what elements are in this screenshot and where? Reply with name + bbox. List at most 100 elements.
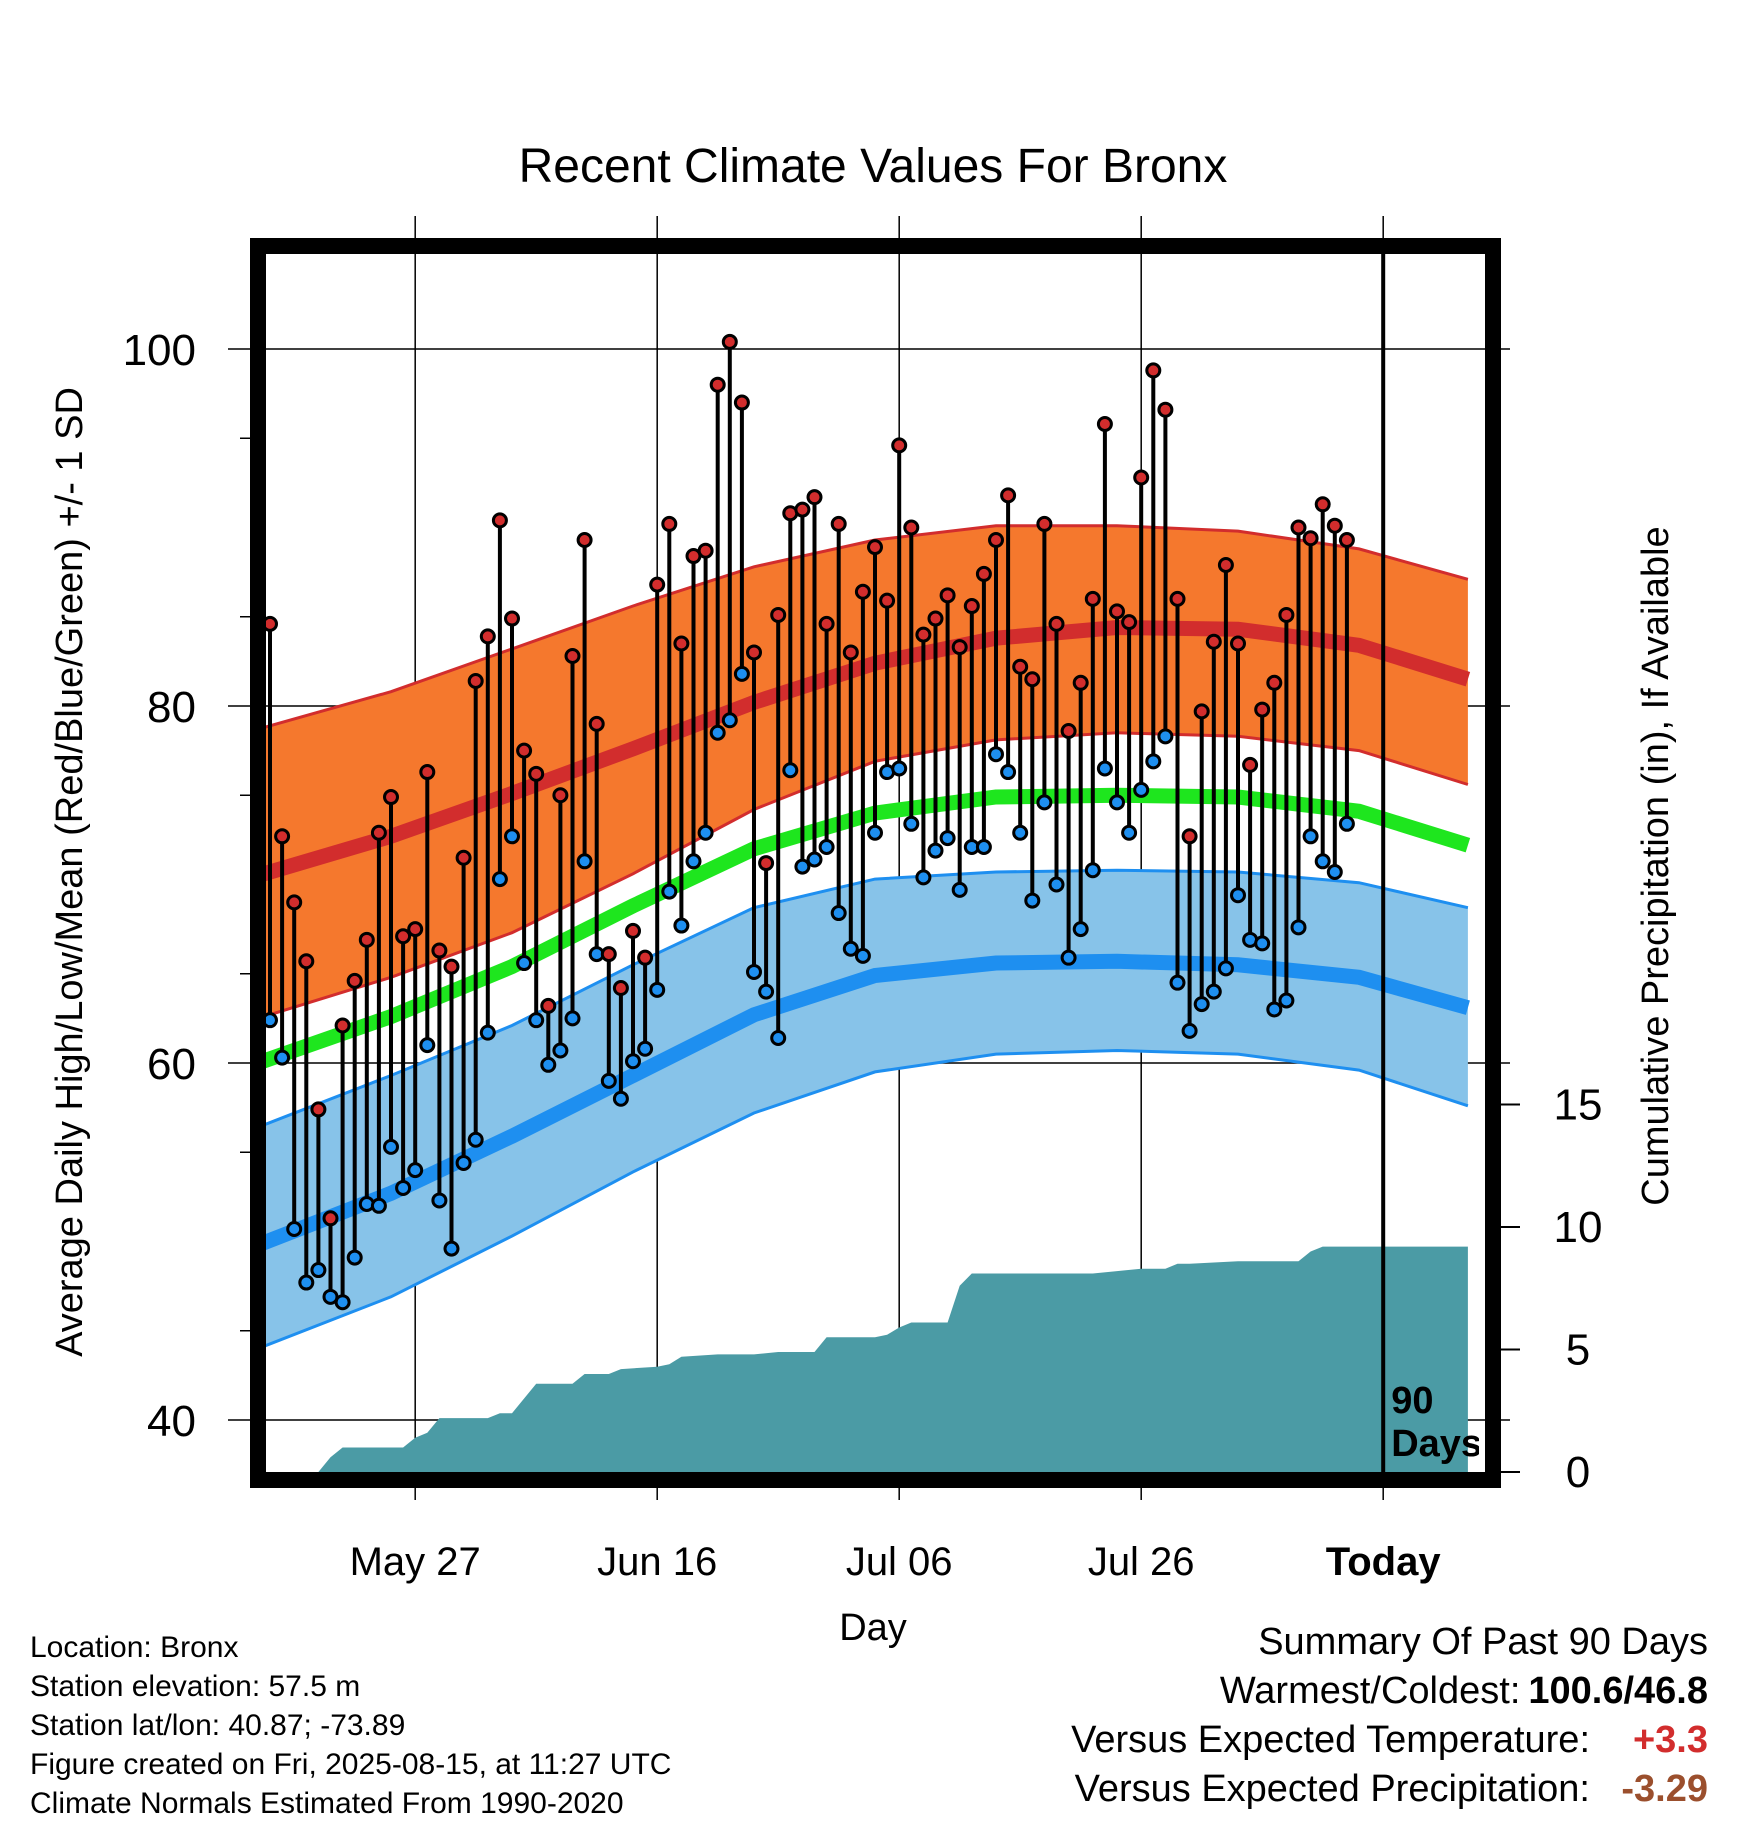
low-point	[673, 917, 690, 934]
precip-value: -3.29	[1621, 1768, 1708, 1810]
low-point	[625, 1053, 641, 1070]
high-point	[334, 1017, 351, 1034]
low-point	[1302, 828, 1319, 845]
high-point	[1133, 469, 1150, 486]
high-point	[1205, 633, 1222, 650]
high-point	[903, 519, 920, 536]
high-point	[939, 587, 956, 604]
low-point	[709, 724, 726, 741]
location-text: Location: Bronx	[30, 1631, 239, 1664]
low-upper-edge	[265, 868, 1469, 1127]
low-point	[274, 1049, 291, 1066]
low-point	[612, 1090, 629, 1107]
high-point	[479, 628, 496, 645]
low-point	[1205, 983, 1222, 1000]
high-point	[1230, 635, 1246, 652]
high-point	[370, 824, 387, 841]
y-axis-title: Average Daily High/Low/Mean (Red/Blue/Gr…	[49, 387, 91, 1357]
low-sd-band	[265, 870, 1468, 1346]
plot-frame	[250, 238, 1501, 1488]
y2-tick-label: 5	[1566, 1326, 1590, 1375]
x-axis-title: Day	[839, 1607, 907, 1649]
low-point	[1266, 1001, 1283, 1018]
high-point	[1060, 722, 1077, 739]
elevation-text: Station elevation: 57.5 m	[30, 1670, 361, 1703]
high-point	[1193, 703, 1210, 720]
high-point	[1326, 517, 1343, 534]
low-point	[407, 1162, 424, 1179]
high-point	[1012, 658, 1029, 675]
low-point	[431, 1192, 448, 1209]
high-point	[1072, 674, 1089, 691]
x-tick-label: May 27	[350, 1540, 481, 1584]
high-point	[1024, 671, 1041, 688]
low-point	[637, 1040, 654, 1057]
high-point	[528, 765, 545, 782]
high-point	[1254, 701, 1271, 718]
high-point	[552, 787, 569, 804]
low-point	[975, 839, 992, 856]
low-point	[395, 1179, 412, 1196]
high-point	[1157, 401, 1174, 418]
summary-panel: Summary Of Past 90 Days Warmest/Coldest:…	[1071, 1618, 1708, 1814]
high-point	[625, 922, 641, 939]
low-point	[1084, 862, 1101, 879]
high-point	[770, 606, 787, 623]
high-point	[1290, 519, 1307, 536]
low-point	[455, 1154, 472, 1171]
low-point	[552, 1042, 569, 1059]
high-point	[612, 980, 629, 997]
low-point	[988, 746, 1004, 763]
low-point	[721, 712, 738, 729]
temp-value: +3.3	[1632, 1719, 1708, 1761]
high-point	[383, 789, 399, 806]
low-point	[504, 828, 520, 845]
high-point	[1278, 606, 1295, 623]
high-point	[794, 501, 811, 518]
y2-tick-label: 10	[1554, 1203, 1603, 1252]
station-info: Location: Bronx Station elevation: 57.5 …	[30, 1628, 671, 1823]
high-point	[758, 855, 775, 872]
high-point	[1048, 615, 1065, 632]
high-point	[1242, 756, 1259, 773]
high-point	[286, 894, 303, 911]
low-point	[830, 905, 847, 922]
high-point	[867, 539, 883, 556]
low-point	[649, 981, 666, 998]
low-point	[818, 839, 835, 856]
low-point	[346, 1249, 363, 1266]
y-tick-label: 80	[147, 683, 196, 732]
high-point	[322, 1210, 339, 1227]
low-point	[1217, 960, 1234, 977]
high-point	[697, 542, 714, 559]
high-point	[1000, 487, 1017, 504]
temp-label: Versus Expected Temperature:	[1071, 1719, 1590, 1761]
high-point	[709, 376, 726, 393]
high-point	[951, 639, 968, 656]
low-point	[794, 858, 811, 875]
y-tick-label: 100	[123, 326, 196, 375]
low-point	[1060, 949, 1077, 966]
low-point	[867, 824, 883, 841]
high-point	[1181, 828, 1198, 845]
low-point	[1230, 887, 1246, 904]
axes: 40 60 80 100 0 5 10 15 May 27 Jun 16 Jul 06 Jul 26 T…	[123, 326, 1603, 1584]
low-point	[927, 842, 944, 859]
low-point	[491, 871, 508, 888]
chart-title: Recent Climate Values For Bronx	[519, 140, 1228, 193]
low-point	[915, 869, 932, 886]
low-point	[1169, 974, 1186, 991]
low-point	[516, 955, 533, 972]
low-point	[1000, 764, 1017, 781]
high-point	[564, 648, 581, 665]
today-days-word: Days	[1391, 1423, 1482, 1465]
high-point	[1302, 530, 1319, 547]
high-point	[310, 1101, 327, 1118]
high-point	[576, 531, 593, 548]
high-point	[673, 635, 690, 652]
low-point	[1072, 921, 1089, 938]
low-point	[770, 1030, 787, 1047]
high-point	[1217, 556, 1234, 573]
low-point	[1109, 794, 1125, 811]
high-point	[1084, 590, 1101, 607]
